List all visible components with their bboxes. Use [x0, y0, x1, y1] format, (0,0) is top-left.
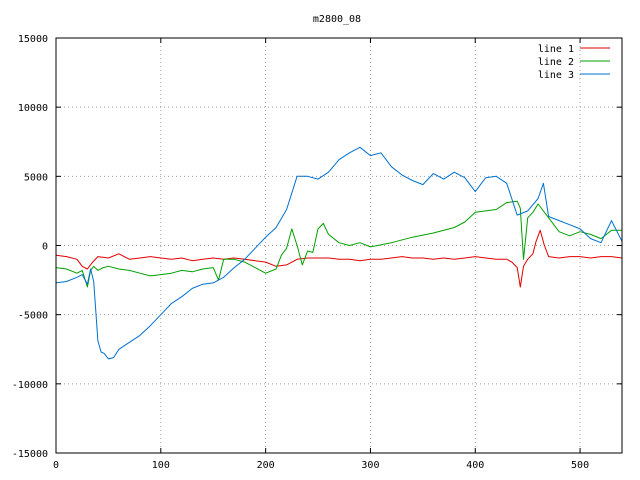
y-tick-label: 10000	[18, 103, 48, 114]
y-tick-label: -5000	[18, 311, 48, 322]
plot-frame	[55, 37, 623, 454]
series-line-1-line	[55, 229, 623, 288]
x-tick-label: 200	[257, 460, 275, 471]
series-lines	[55, 146, 623, 360]
x-tick-label: 0	[53, 460, 59, 471]
y-tick-label: 15000	[18, 34, 48, 45]
y-tick-label: -10000	[12, 380, 48, 391]
legend-label: line 1	[538, 44, 574, 55]
x-tick-label: 300	[361, 460, 379, 471]
x-tick-label: 400	[466, 460, 484, 471]
axis-ticks: 0 100 200 300 400 500 -15000 -10000 -5000 0 5000 10…	[12, 34, 622, 471]
legend: line 1 line 2 line 3	[538, 44, 610, 81]
series-line-3-line	[55, 146, 623, 360]
x-tick-label: 500	[571, 460, 589, 471]
series-line-2-line	[55, 200, 622, 288]
y-tick-label: 5000	[24, 172, 48, 183]
x-tick-label: 100	[152, 460, 170, 471]
grid	[56, 38, 622, 453]
y-tick-label: 0	[42, 242, 48, 253]
legend-label: line 3	[538, 70, 574, 81]
legend-label: line 2	[538, 57, 574, 68]
y-tick-label: -15000	[12, 449, 48, 460]
chart-title: m2800_08	[313, 14, 361, 25]
